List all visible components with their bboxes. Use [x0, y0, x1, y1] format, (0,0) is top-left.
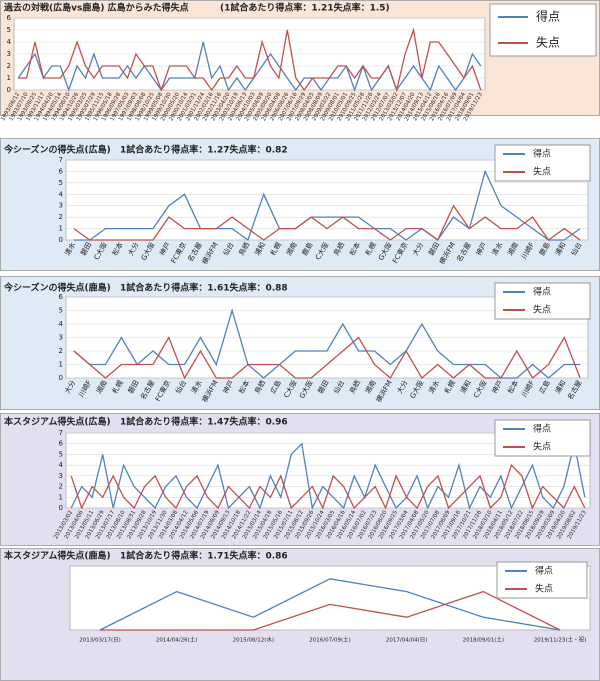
x-tick-label: 2019/11/23(土・祝)	[534, 636, 587, 644]
y-tick-label: 5	[59, 450, 63, 458]
x-tick-label: 2015/08/12(水)	[233, 636, 275, 644]
x-tick-label: 2014/04/26(土)	[156, 636, 198, 644]
x-tick-label: 2013/03/17(日)	[79, 637, 121, 644]
chart-panel: 過去の対戦(広島vs鹿島) 広島からみた得失点 (1試合あたり得点率：1.21失点…	[0, 0, 600, 122]
legend-label: 失点	[536, 35, 560, 50]
chart-title: 本スタジアム得失点(広島)	[4, 416, 111, 428]
y-tick-label: 3	[7, 50, 11, 58]
legend-label: 得点	[533, 286, 551, 298]
x-tick-label: 2016/07/09(土)	[309, 636, 351, 644]
series-line	[99, 578, 561, 631]
y-tick-label: 2	[59, 347, 63, 355]
chart-panel: 今シーズンの得失点(鹿島) 1試合あたり得点率：1.61失点率：0.88 0 1 2 3 4…	[0, 276, 600, 410]
y-tick-label: 1	[59, 361, 63, 369]
y-tick-label: 4	[59, 461, 64, 469]
y-tick-label: 5	[7, 26, 11, 34]
series-line	[100, 590, 561, 631]
chart-title: 今シーズンの得失点(鹿島)	[3, 282, 111, 294]
legend-label: 失点	[533, 441, 551, 453]
y-tick-label: 0	[59, 374, 63, 382]
y-tick-label: 4	[59, 320, 64, 328]
y-tick-label: 5	[59, 307, 63, 315]
chart-title: 本スタジアム得失点(鹿島)	[4, 550, 111, 562]
chart-panel: 今シーズンの得失点(広島) 1試合あたり得点率：1.27失点率：0.82 0 1 2 3 4…	[0, 138, 600, 271]
legend-label: 失点	[535, 583, 553, 595]
y-tick-label: 3	[59, 472, 63, 480]
y-tick-label: 0	[7, 86, 11, 94]
legend-label: 得点	[533, 423, 551, 435]
legend-label: 失点	[533, 166, 551, 178]
y-tick-label: 0	[59, 236, 63, 244]
y-tick-label: 5	[59, 179, 63, 187]
y-tick-label: 1	[59, 493, 63, 501]
series-line	[73, 204, 581, 241]
legend-label: 得点	[533, 148, 551, 160]
legend-box	[489, 3, 597, 57]
y-tick-label: 2	[7, 62, 11, 70]
y-tick-label: 7	[59, 429, 63, 437]
y-tick-label: 7	[59, 156, 63, 164]
y-tick-label: 3	[59, 334, 63, 342]
chart-subtitle: 1試合あたり得点率：1.61失点率：0.88	[120, 282, 288, 294]
chart-panel: 本スタジアム得失点(広島) 1試合あたり得点率：1.47失点率：0.96 0 1 2 3 4…	[0, 413, 600, 546]
chart-subtitle: 1試合あたり得点率：1.27失点率：0.82	[120, 144, 288, 156]
legend-box	[494, 282, 591, 320]
y-tick-label: 6	[7, 14, 12, 22]
chart-title: 過去の対戦(広島vs鹿島) 広島からみた得失点	[3, 2, 189, 14]
y-tick-label: 6	[59, 167, 64, 175]
legend-box	[494, 419, 591, 457]
y-tick-label: 6	[59, 293, 64, 301]
legend-box	[496, 561, 588, 599]
legend-label: 得点	[536, 9, 560, 24]
y-tick-label: 1	[7, 74, 11, 82]
y-tick-label: 4	[7, 38, 12, 46]
chart-subtitle: 1試合あたり得点率：1.47失点率：0.96	[120, 416, 288, 428]
y-tick-label: 4	[59, 190, 64, 198]
series-line	[18, 27, 482, 93]
legend-box	[494, 144, 591, 182]
series-line	[73, 336, 581, 380]
chart-subtitle: 1試合あたり得点率：1.71失点率：0.86	[120, 550, 288, 562]
x-tick-label: 2018/09/01(土)	[463, 636, 505, 644]
chart-panel: 本スタジアム得失点(鹿島) 1試合あたり得点率：1.71失点率：0.86 2013/…	[0, 548, 600, 681]
y-tick-label: 2	[59, 213, 63, 221]
y-tick-label: 1	[59, 225, 63, 233]
chart-subtitle: (1試合あたり得点率：1.21失点率：1.5)	[220, 2, 390, 14]
y-tick-label: 0	[59, 504, 63, 512]
series-line	[70, 463, 586, 510]
y-tick-label: 3	[59, 202, 63, 210]
y-tick-label: 6	[59, 440, 64, 448]
x-tick-label: 2017/04/04(日)	[386, 637, 428, 644]
y-tick-label: 2	[59, 483, 63, 491]
legend-label: 得点	[535, 565, 553, 577]
chart-title: 今シーズンの得失点(広島)	[3, 144, 111, 156]
legend-label: 失点	[533, 304, 551, 316]
series-line	[17, 41, 482, 92]
series-line	[73, 169, 581, 242]
